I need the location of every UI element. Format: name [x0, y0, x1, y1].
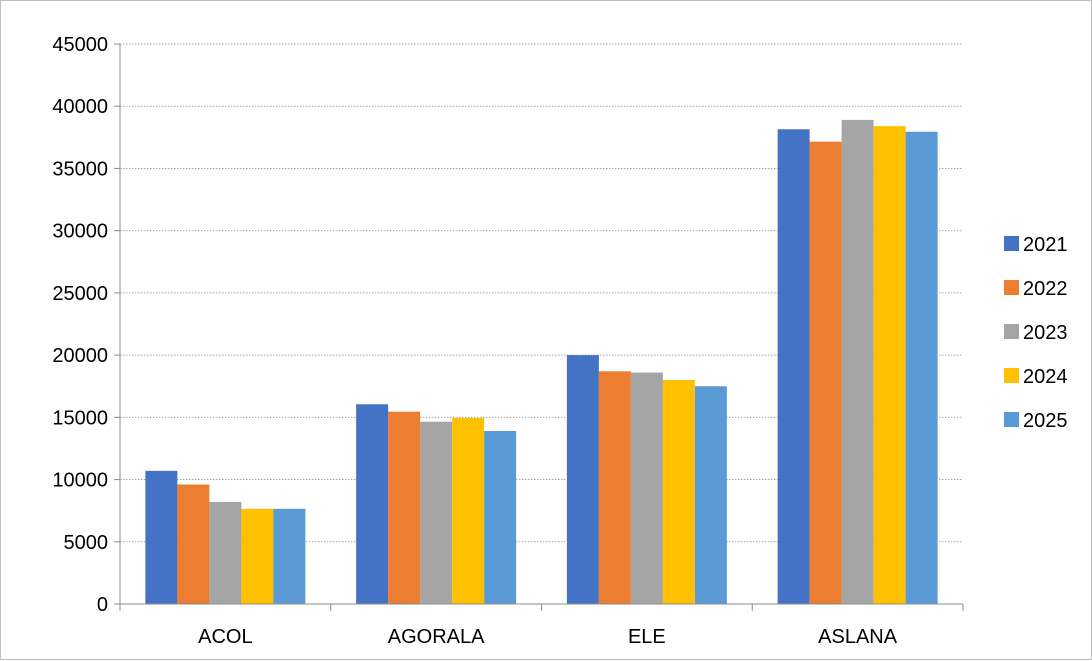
x-tick-label: ACOL	[198, 626, 252, 648]
y-tick-label: 25000	[52, 283, 108, 305]
y-axis-tick-labels: 0 5000 10000 15000 20000 25000 30000 35000 40000…	[52, 34, 108, 616]
bar-ele-2025	[694, 386, 727, 604]
x-tick-label: ASLANA	[818, 626, 898, 648]
x-tick-label: ELE	[628, 626, 666, 648]
y-tick-label: 15000	[52, 407, 108, 429]
bar-acol-2021	[145, 470, 178, 604]
bar-agorala-2025	[484, 431, 517, 604]
legend-item-2023: 2023	[1004, 322, 1068, 344]
bars	[145, 119, 938, 605]
legend-item-2025: 2025	[1004, 410, 1068, 432]
legend-label: 2024	[1023, 366, 1068, 388]
legend-swatch	[1004, 368, 1019, 383]
bar-aslana-2025	[905, 131, 938, 604]
legend-label: 2021	[1023, 234, 1068, 256]
legend-label: 2025	[1023, 410, 1068, 432]
legend-swatch	[1004, 280, 1019, 295]
bar-ele-2022	[598, 371, 631, 604]
legend-swatch	[1004, 236, 1019, 251]
y-tick-label: 40000	[52, 96, 108, 118]
bar-agorala-2021	[356, 404, 389, 604]
y-tick-label: 0	[97, 594, 108, 616]
y-tick-label: 45000	[52, 34, 108, 56]
legend-item-2021: 2021	[1004, 234, 1068, 256]
bar-ele-2023	[630, 372, 663, 604]
bar-ele-2021	[566, 355, 599, 604]
legend-item-2024: 2024	[1004, 366, 1068, 388]
axes	[114, 43, 964, 611]
legend: 2021 2022 2023 2024 2025	[1004, 234, 1068, 432]
legend-item-2022: 2022	[1004, 278, 1068, 300]
bar-ele-2024	[662, 380, 695, 604]
bar-agorala-2022	[388, 411, 421, 604]
bar-aslana-2024	[873, 126, 906, 604]
legend-label: 2022	[1023, 278, 1068, 300]
legend-swatch	[1004, 324, 1019, 339]
y-tick-label: 30000	[52, 221, 108, 243]
x-tick-label: AGORALA	[388, 626, 485, 648]
legend-label: 2023	[1023, 322, 1068, 344]
bar-aslana-2022	[809, 141, 842, 604]
y-tick-label: 5000	[64, 532, 109, 554]
bar-agorala-2023	[420, 421, 453, 604]
bar-acol-2025	[273, 508, 306, 604]
bar-aslana-2023	[841, 119, 874, 605]
y-tick-label: 20000	[52, 345, 108, 367]
bar-acol-2024	[241, 508, 274, 604]
y-tick-label: 10000	[52, 470, 108, 492]
bar-aslana-2021	[777, 129, 810, 604]
bar-agorala-2024	[452, 417, 485, 604]
x-axis-tick-labels: ACOL AGORALA ELE ASLANA	[198, 626, 898, 648]
bar-acol-2022	[177, 484, 210, 604]
bar-acol-2023	[209, 501, 242, 604]
y-tick-label: 35000	[52, 158, 108, 180]
legend-swatch	[1004, 412, 1019, 427]
